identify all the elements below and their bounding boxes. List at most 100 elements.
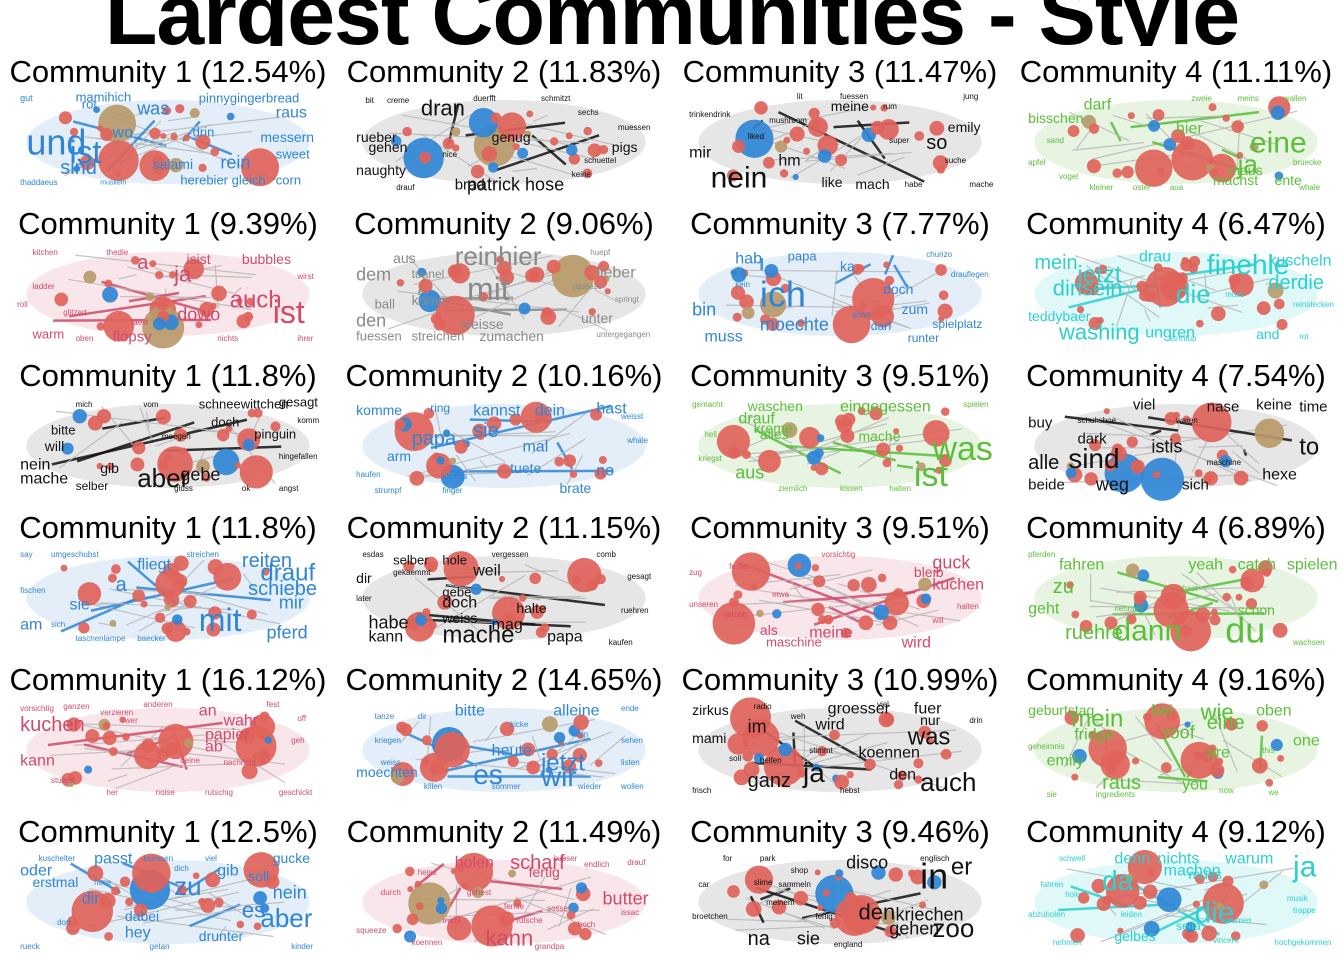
node <box>512 143 520 151</box>
word-label: weiss <box>380 758 401 767</box>
node <box>72 409 87 424</box>
word-label: park <box>760 854 777 863</box>
word-label: drunter <box>199 928 244 944</box>
edge <box>557 736 587 761</box>
node <box>598 144 609 155</box>
node <box>212 448 240 476</box>
node <box>870 104 877 111</box>
panel-title: Community 3 (10.99%) <box>681 662 998 697</box>
node <box>562 759 577 774</box>
word-label: zu <box>1053 576 1074 598</box>
node <box>429 621 437 629</box>
node <box>938 315 945 322</box>
word-label: for <box>723 854 733 863</box>
word-label: viel <box>205 854 217 863</box>
node <box>396 279 405 287</box>
node <box>134 741 162 770</box>
edge <box>1198 445 1244 448</box>
word-label: du <box>1225 610 1265 651</box>
node <box>107 573 117 583</box>
word-label: listen <box>621 758 640 767</box>
edge <box>139 407 154 444</box>
community-panel: Community 2 (14.65%) bitte alleine ende tanz… <box>345 662 663 792</box>
node <box>67 780 75 788</box>
word-label: gekaemmt <box>393 568 431 577</box>
word-label: papa <box>547 629 583 646</box>
node <box>1125 563 1140 577</box>
node <box>551 254 595 298</box>
node <box>741 450 751 460</box>
word-label: isist <box>186 251 210 267</box>
edge <box>558 887 572 927</box>
word-label: warum <box>1224 851 1273 868</box>
word-label: spielplatz <box>932 317 982 331</box>
word-label: one <box>1293 733 1320 750</box>
word-label: zoo <box>932 913 974 943</box>
word-label: bitte <box>51 423 76 438</box>
word-label: rutschig <box>205 788 233 797</box>
node <box>762 156 775 169</box>
node <box>1259 880 1269 890</box>
community-panel: Community 3 (10.99%) zirkus radio groesser f… <box>681 662 998 797</box>
node <box>817 745 828 757</box>
word-label: patrick hose <box>467 174 564 194</box>
word-label: etwa <box>772 590 789 599</box>
word-label: corn <box>276 173 301 188</box>
node <box>922 420 950 447</box>
node <box>172 574 188 589</box>
word-label: ich <box>760 274 806 315</box>
word-label: esdas <box>362 550 383 559</box>
node <box>1142 884 1158 900</box>
node <box>935 466 943 474</box>
edge <box>58 421 123 469</box>
word-label: comb <box>596 550 616 559</box>
page-title: Largest Communities - Style <box>0 0 1344 46</box>
community-panel: Community 1 (11.8%) say umgeschubst streich… <box>19 510 317 643</box>
node <box>423 556 439 571</box>
node <box>1256 720 1268 732</box>
node <box>104 279 113 288</box>
word-label: oben <box>76 334 94 343</box>
node <box>936 165 946 174</box>
node <box>198 163 207 173</box>
node <box>163 563 179 579</box>
word-label: pferd <box>267 622 308 642</box>
node <box>236 920 245 929</box>
word-label: genug <box>492 129 531 145</box>
word-label: teddybaer <box>1028 308 1091 324</box>
word-label: maschine <box>766 635 822 650</box>
edge <box>107 773 128 782</box>
node <box>149 260 157 268</box>
word-label: hier <box>1176 121 1203 138</box>
edge <box>834 263 872 285</box>
node <box>727 733 749 755</box>
word-label: ja <box>1292 851 1317 884</box>
node <box>1066 581 1074 589</box>
node <box>1191 402 1232 443</box>
word-label: gehest <box>467 888 492 897</box>
node <box>60 564 68 572</box>
word-label: sie <box>473 420 499 442</box>
node <box>794 562 802 570</box>
node <box>84 765 93 774</box>
node <box>1233 470 1249 486</box>
edge <box>145 411 150 428</box>
edge <box>748 415 758 419</box>
node <box>405 866 415 877</box>
edge <box>425 575 526 635</box>
node <box>604 288 611 295</box>
word-label: mache <box>969 180 994 189</box>
word-label: kleines <box>442 472 467 481</box>
node <box>132 441 146 455</box>
node <box>1160 583 1187 610</box>
word-label: tunnel <box>412 267 445 281</box>
node <box>158 460 169 471</box>
word-label: frisch <box>692 786 711 795</box>
node <box>1245 598 1258 610</box>
word-label: nichts <box>1158 851 1200 868</box>
node <box>403 560 415 572</box>
node <box>205 872 221 888</box>
node <box>1088 729 1127 768</box>
node <box>429 765 438 774</box>
word-label: sie <box>69 597 90 614</box>
